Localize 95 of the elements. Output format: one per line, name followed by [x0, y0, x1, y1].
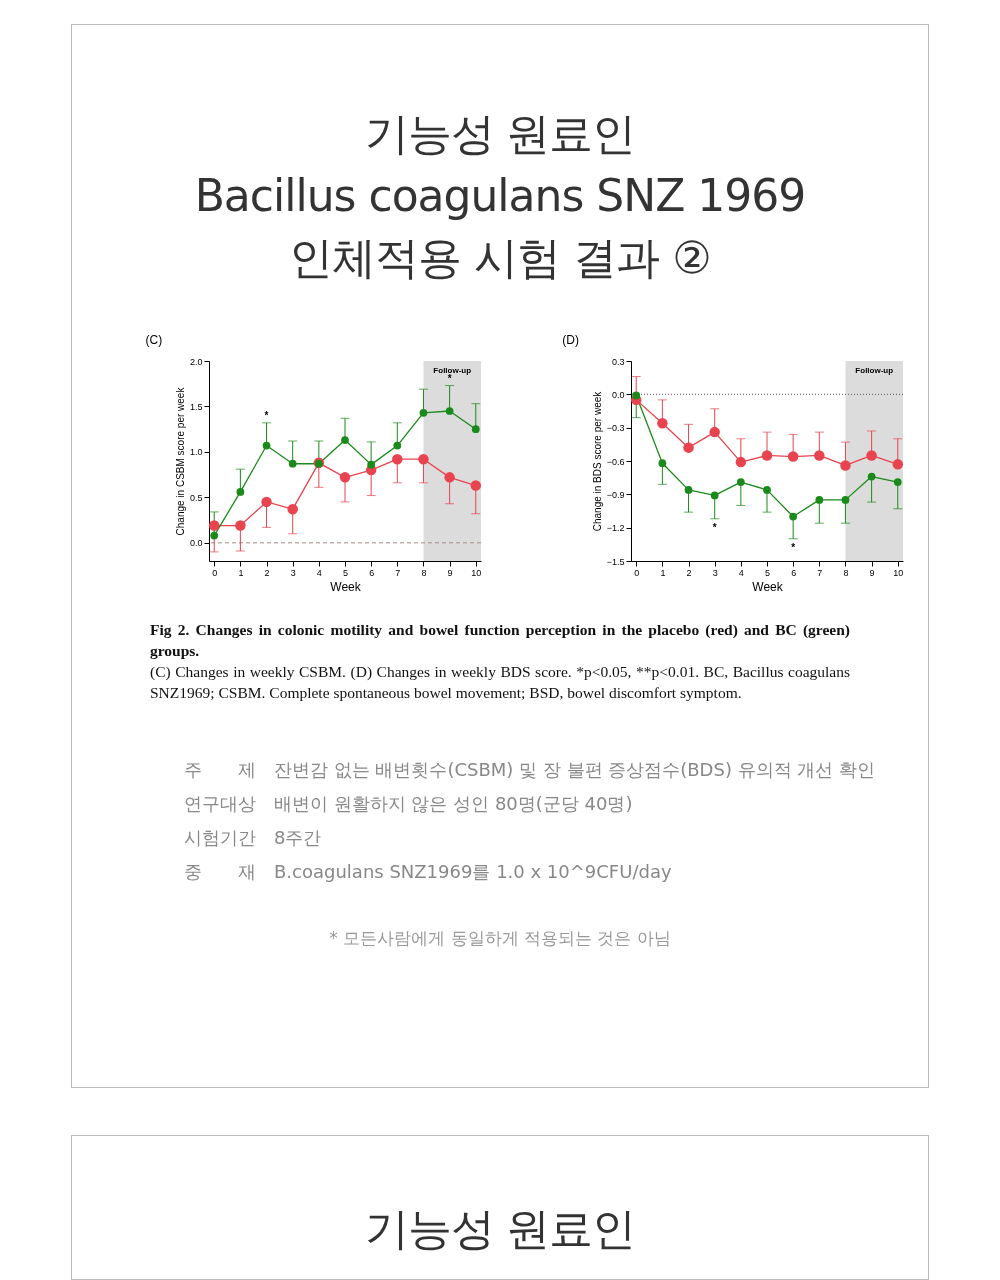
annotation: * [447, 372, 452, 384]
point [684, 486, 693, 494]
point [393, 441, 402, 450]
point [789, 512, 798, 521]
point [210, 531, 219, 540]
point [735, 456, 747, 468]
x-tick-label: 1 [238, 567, 244, 578]
x-tick-label: 2 [264, 567, 270, 578]
point [736, 478, 745, 486]
point [815, 496, 824, 504]
point [208, 520, 220, 531]
y-tick-label: −0.6 [606, 456, 625, 467]
x-tick-label: 0 [634, 567, 640, 578]
x-tick-label: 3 [712, 567, 718, 578]
point [367, 460, 376, 469]
x-tick-label: 5 [764, 567, 771, 578]
x-tick-label: 0 [212, 567, 218, 578]
point [892, 459, 904, 470]
point [866, 450, 877, 461]
text: 주 제 잔변감 없는 배변횟수(CSBM) 및 장 불편 증상점수(BDS) 유의적 개선 확인 [184, 758, 877, 782]
x-tick-label: 8 [843, 567, 849, 578]
y-tick-label: −0.9 [606, 489, 625, 500]
point [657, 417, 668, 429]
point [339, 472, 351, 483]
point [709, 426, 720, 438]
text: 기능성 원료인 [363, 1202, 637, 1256]
point [445, 407, 454, 415]
x-tick-label: 9 [447, 567, 453, 578]
point [288, 459, 297, 468]
point [763, 486, 771, 494]
y-tick-label: 1.0 [189, 447, 203, 458]
text: (C) Changes in weekly CSBM. (D) Changes in weekly BDS score. *p<0.05, **p<0.01. BC, Bacillus coagulans SNZ1969; CSBM. Complete spontaneous bowel movement; BSD, bowel discomfort symptom. [150, 662, 850, 703]
point [814, 450, 825, 461]
y-tick-label: −0.3 [606, 423, 625, 434]
annotation: * [264, 409, 269, 421]
point [341, 436, 349, 444]
x-tick-label: 4 [738, 567, 744, 578]
x-tick-label: 1 [660, 567, 666, 578]
annotation: * [712, 521, 717, 533]
point [392, 453, 403, 465]
x-tick-label: 6 [791, 567, 797, 578]
x-tick-label: 10 [893, 567, 904, 578]
x-tick-label: 2 [686, 567, 692, 578]
y-axis-title: Change in BDS score per week [591, 390, 603, 532]
x-tick-label: 3 [290, 567, 296, 578]
text: 기능성 원료인 Bacillus coagulans SNZ 1969 인체적용 시험 결과 ② [193, 107, 807, 285]
y-tick-label: 0.0 [189, 538, 203, 549]
band-label: Follow-up [433, 366, 472, 375]
point [787, 451, 799, 462]
y-tick-label: 1.5 [189, 401, 203, 412]
chart-title: (D) [562, 333, 579, 347]
point [235, 520, 246, 531]
x-tick-label: 7 [395, 567, 401, 578]
x-tick-label: 4 [316, 567, 322, 578]
x-tick-label: 6 [369, 567, 375, 578]
y-tick-label: −1.5 [606, 556, 625, 567]
point [261, 496, 272, 508]
y-axis-title: Change in CSBM score per week [174, 386, 186, 536]
point [893, 478, 902, 486]
y-tick-label: 0.5 [189, 492, 203, 503]
annotation: * [791, 541, 796, 553]
point [710, 491, 719, 500]
point [262, 441, 271, 450]
chart-title: (C) [145, 333, 163, 347]
point [471, 425, 480, 434]
y-tick-label: 2.0 [189, 356, 203, 367]
text: 연구대상 배변이 원활하지 않은 성인 80명(군당 40명) [184, 792, 634, 816]
x-tick-label: 9 [869, 567, 875, 578]
point [419, 408, 428, 417]
y-tick-label: 0.3 [611, 356, 625, 367]
point [287, 503, 298, 515]
x-tick-label: 5 [342, 567, 349, 578]
y-tick-label: −1.2 [606, 523, 625, 534]
point [683, 442, 694, 453]
point [470, 480, 482, 491]
text: 시험기간 8주간 [184, 826, 323, 850]
point [761, 450, 773, 461]
x-axis-title: Week [752, 579, 784, 594]
x-axis-title: Week [330, 579, 362, 594]
text: 중 재 B.coagulans SNZ1969를 1.0 x 10^9CFU/day [184, 860, 673, 884]
point [418, 453, 429, 465]
band-label: Follow-up [855, 366, 894, 375]
x-tick-label: 10 [471, 567, 482, 578]
point [840, 460, 851, 471]
point [444, 472, 455, 483]
point [632, 391, 641, 400]
point [841, 496, 850, 504]
caption: Fig 2. Changes in colonic motility and bowel function perception in the placebo (red) and BC (green) groups. [150, 620, 850, 661]
point [867, 472, 876, 481]
x-tick-label: 7 [817, 567, 823, 578]
text: * 모든사람에게 동일하게 적용되는 것은 아님 [328, 927, 672, 950]
point [658, 459, 667, 468]
x-tick-label: 8 [421, 567, 427, 578]
y-tick-label: 0.0 [611, 389, 625, 400]
point [236, 488, 245, 496]
